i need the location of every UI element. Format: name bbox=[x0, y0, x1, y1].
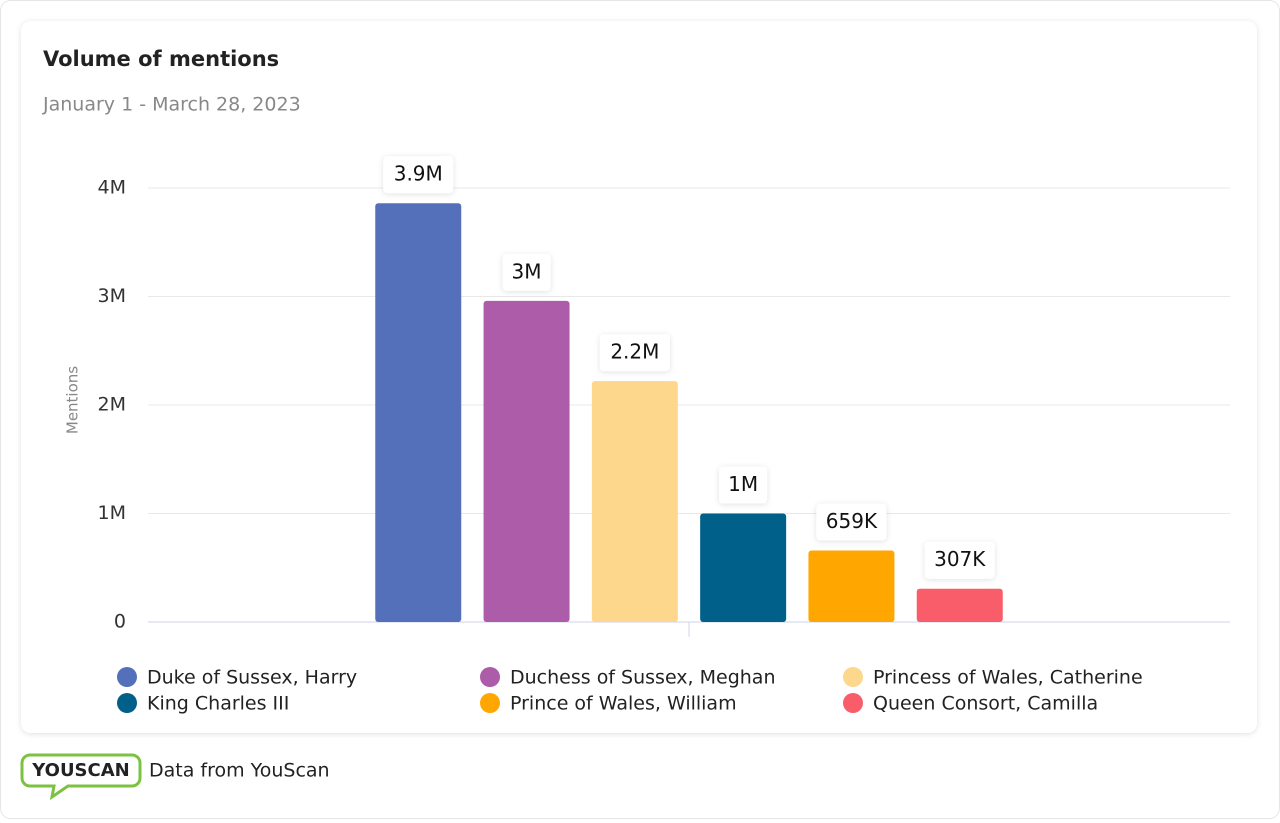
card bbox=[21, 21, 1257, 733]
y-axis-label: Mentions bbox=[64, 366, 82, 434]
legend-marker bbox=[480, 693, 500, 713]
legend-marker bbox=[843, 667, 863, 687]
legend-marker bbox=[117, 693, 137, 713]
bar bbox=[591, 381, 678, 622]
y-tick-label: 3M bbox=[98, 285, 126, 307]
legend-label: Princess of Wales, Catherine bbox=[873, 667, 1143, 689]
legend-marker bbox=[843, 693, 863, 713]
legend-marker bbox=[117, 667, 137, 687]
value-label-box bbox=[502, 253, 551, 291]
y-tick-label: 1M bbox=[98, 502, 126, 524]
y-tick-label: 0 bbox=[114, 611, 126, 633]
value-label-box bbox=[924, 541, 995, 579]
legend-label: Queen Consort, Camilla bbox=[873, 693, 1098, 715]
legend-label: Duchess of Sussex, Meghan bbox=[510, 667, 776, 689]
value-label: 3.9M bbox=[394, 162, 443, 186]
value-label: 307K bbox=[934, 547, 986, 571]
bar bbox=[375, 203, 462, 622]
value-label: 2.2M bbox=[610, 340, 659, 364]
value-label: 659K bbox=[826, 509, 878, 533]
logo-frame bbox=[20, 753, 142, 801]
legend-marker bbox=[480, 667, 500, 687]
legend-label: King Charles III bbox=[147, 693, 289, 715]
chart-title: Volume of mentions bbox=[43, 47, 279, 71]
value-label-box bbox=[383, 156, 454, 194]
value-label-box bbox=[719, 466, 768, 504]
value-label: 1M bbox=[728, 472, 758, 496]
value-label-box bbox=[816, 503, 887, 541]
chart-subtitle: January 1 - March 28, 2023 bbox=[42, 94, 301, 116]
bar bbox=[700, 513, 787, 622]
bar bbox=[483, 300, 570, 622]
legend-label: Duke of Sussex, Harry bbox=[147, 667, 357, 689]
bar bbox=[916, 588, 1003, 622]
bar bbox=[808, 550, 895, 622]
y-tick-label: 2M bbox=[98, 394, 126, 416]
value-label: 3M bbox=[512, 259, 542, 283]
source: Data from YouScan bbox=[149, 760, 330, 782]
footer: YOUSCAN Data from YouScan bbox=[20, 753, 330, 801]
legend-label: Prince of Wales, William bbox=[510, 693, 737, 715]
logo: YOUSCAN bbox=[31, 760, 129, 781]
y-tick-label: 4M bbox=[98, 177, 126, 199]
value-label-box bbox=[599, 334, 670, 372]
